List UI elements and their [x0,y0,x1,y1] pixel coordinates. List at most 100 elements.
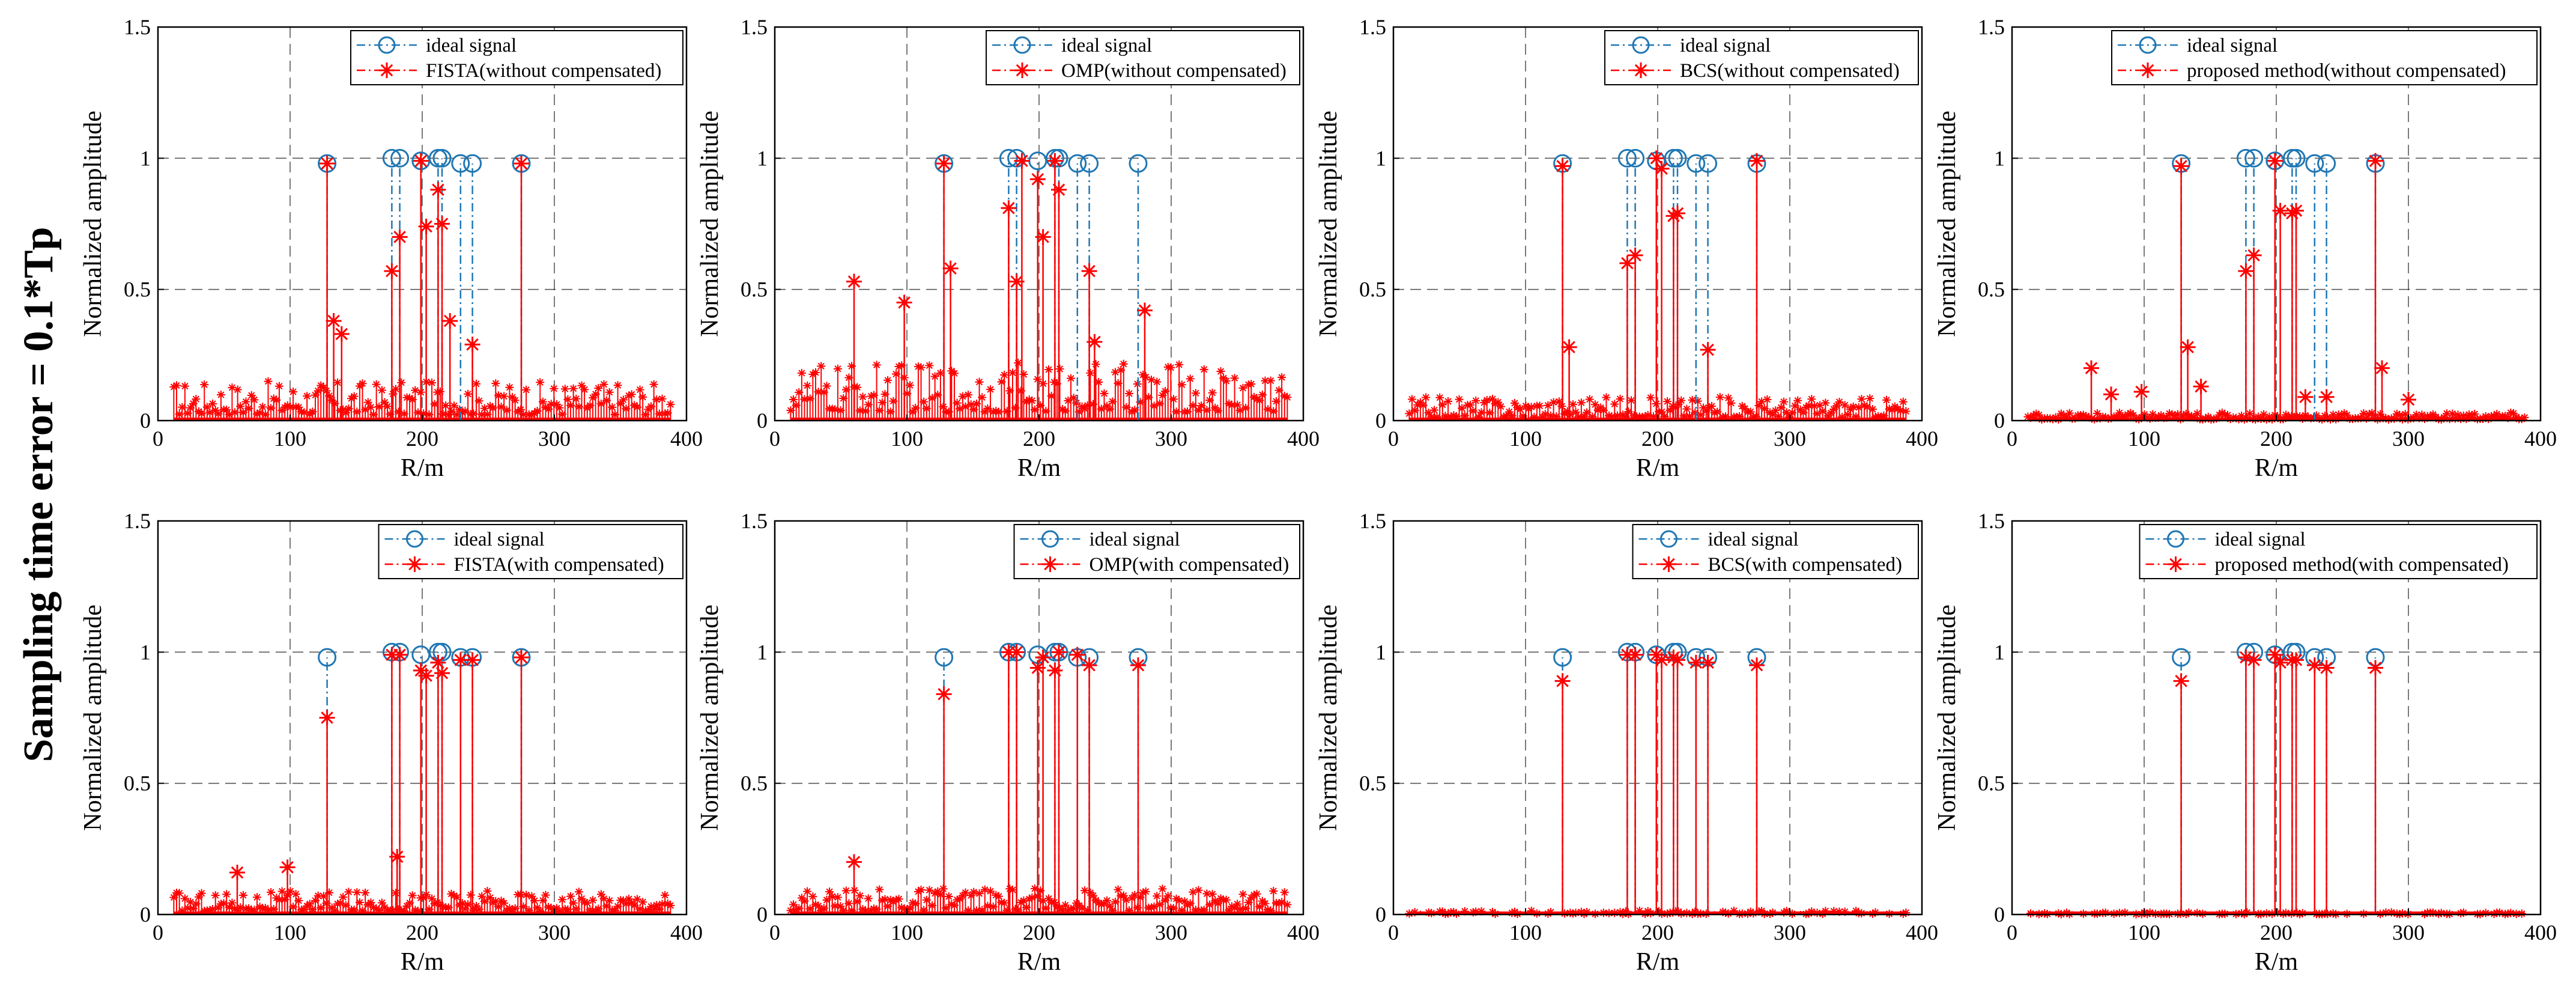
method-stem [1047,153,1063,421]
y-tick-label: 0 [140,409,151,433]
legend: ideal signal FISTA(with compensated) [378,524,683,579]
x-tick-label: 300 [1774,921,1806,945]
method-stem [430,654,446,914]
ideal-marker [1080,154,1099,173]
x-axis-label: R/m [2255,948,2299,976]
ideal-marker [1699,154,1718,173]
ideal-marker [2317,154,2336,173]
ideal-stem [1068,154,1087,421]
method-marker [430,181,446,198]
ideal-marker [1068,154,1087,173]
y-tick-label: 0.5 [741,278,768,302]
method-stem [2246,247,2262,421]
legend: ideal signal BCS(without compensated) [1604,30,1919,85]
legend-ideal-marker [378,36,396,54]
method-stem [2288,202,2304,421]
method-marker [1627,247,1643,263]
x-axis-label: R/m [1017,948,1061,976]
legend: ideal signal OMP(without compensated) [986,30,1300,85]
method-marker [418,668,434,684]
x-tick-label: 300 [538,427,571,451]
ideal-marker [432,148,452,168]
method-stem [326,313,342,421]
method-marker [229,865,245,881]
x-tick-label: 200 [406,427,438,451]
method-stem [2297,389,2314,421]
ideal-stem [2317,154,2336,421]
method-marker [1051,181,1067,198]
ideal-marker [2287,148,2306,168]
y-tick-label: 0.5 [741,771,768,796]
ideal-marker [2172,648,2191,667]
x-tick-label: 400 [1906,427,1938,451]
legend: ideal signal proposed method(with compens… [2139,524,2538,579]
method-stem [2173,673,2189,914]
method-stem [319,710,335,914]
method-stem [2180,339,2196,421]
method-marker [2173,158,2189,174]
x-tick-label: 0 [769,427,780,451]
x-tick-label: 400 [1287,921,1320,945]
method-stem [2238,650,2254,914]
method-stem [464,652,480,914]
method-stem [2272,202,2288,421]
method-stem [846,854,862,914]
legend: ideal signal OMP(with compensated) [1013,524,1300,579]
ideal-stem [2287,148,2306,421]
legend-entry-ideal: ideal signal [2187,35,2277,56]
method-stem [1081,657,1097,914]
x-tick-label: 200 [1023,921,1055,945]
method-stem [1014,153,1030,421]
y-tick-label: 1.5 [741,509,768,533]
method-marker [2084,360,2099,376]
method-marker [333,326,350,342]
method-stem [1653,652,1670,914]
y-tick-label: 0.5 [124,278,151,302]
x-tick-label: 400 [2524,921,2557,945]
ideal-marker [935,648,954,667]
y-tick-label: 1.5 [1978,15,2005,39]
method-marker [1051,644,1067,660]
method-stem [1008,644,1025,914]
method-stem [1137,302,1153,421]
x-tick-label: 200 [1641,921,1674,945]
method-marker [2272,654,2288,671]
method-marker [1749,153,1765,169]
method-stem [1029,660,1046,914]
legend-entry-method: FISTA(without compensated) [426,60,661,82]
method-marker [514,650,529,666]
method-stem [1086,334,1103,421]
method-marker [2238,263,2254,279]
method-marker [1069,647,1085,663]
x-tick-label: 300 [1155,921,1187,945]
legend-ideal-marker [406,530,423,548]
x-axis-label: R/m [1636,454,1680,482]
y-tick-label: 0.5 [1978,771,2005,796]
method-marker [1653,160,1670,177]
ideal-marker [1553,648,1572,667]
chart-panel-row1-col2: 0 100 200 300 400 0 0.5 1 1.5 R/m Normalized ampli… [696,15,1320,482]
x-tick-label: 300 [538,921,571,945]
legend-entry-ideal: ideal signal [1680,35,1771,56]
method-marker [2374,360,2390,376]
method-stem [392,229,408,421]
method-marker [319,710,335,726]
method-stem [1700,342,1716,421]
x-axis-label: R/m [1017,454,1061,482]
legend-entry-ideal: ideal signal [2215,529,2306,550]
method-stem [1627,647,1643,914]
method-stem [2368,153,2383,421]
method-marker [1001,200,1017,216]
y-tick-label: 0 [140,902,151,927]
method-marker [1670,652,1685,668]
y-tick-label: 1 [1994,146,2005,170]
legend-method-marker [1014,62,1030,78]
method-stem [1035,229,1051,421]
legend-method-marker [2168,556,2184,572]
method-marker [464,336,480,353]
x-tick-label: 100 [1509,427,1542,451]
method-marker [2238,650,2254,666]
chart-panel-row1-col3: 0 100 200 300 400 0 0.5 1 1.5 R/m Normalized ampli… [1315,15,1938,482]
method-marker [2368,153,2383,169]
legend-method-marker [1633,62,1649,78]
